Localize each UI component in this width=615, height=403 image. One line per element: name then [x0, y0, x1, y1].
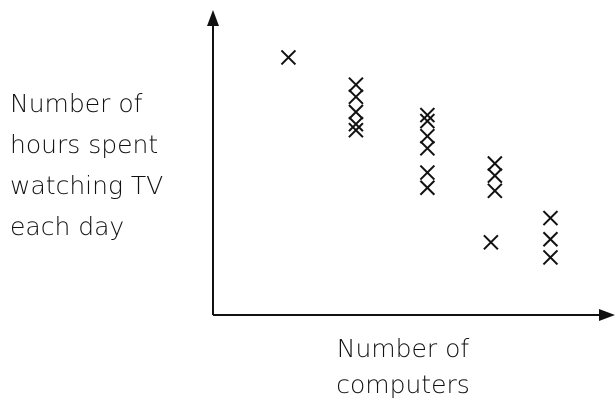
point: [419, 107, 436, 123]
point: [487, 155, 503, 172]
x-axis-arrow: [599, 309, 615, 321]
point: [348, 116, 364, 132]
x-axis-label: computers: [336, 370, 470, 399]
point: [542, 249, 559, 266]
point: [348, 122, 364, 138]
y-axis-arrow: [207, 10, 219, 26]
y-axis-label: Number of: [10, 89, 143, 118]
point: [348, 104, 364, 120]
point: [419, 140, 436, 157]
y-axis-label: watching TV: [10, 171, 163, 200]
point: [280, 49, 297, 66]
point: [419, 164, 436, 181]
point: [487, 167, 503, 184]
point: [348, 89, 364, 105]
point: [483, 234, 499, 250]
point: [348, 77, 364, 93]
x-axis-label: Number of: [337, 334, 470, 363]
point: [419, 180, 436, 196]
point: [419, 113, 436, 129]
y-axis-label: each day: [10, 212, 124, 241]
point: [419, 128, 436, 144]
point: [487, 183, 503, 199]
point: [542, 231, 559, 247]
y-axis-label: hours spent: [10, 130, 158, 159]
point: [542, 210, 559, 226]
